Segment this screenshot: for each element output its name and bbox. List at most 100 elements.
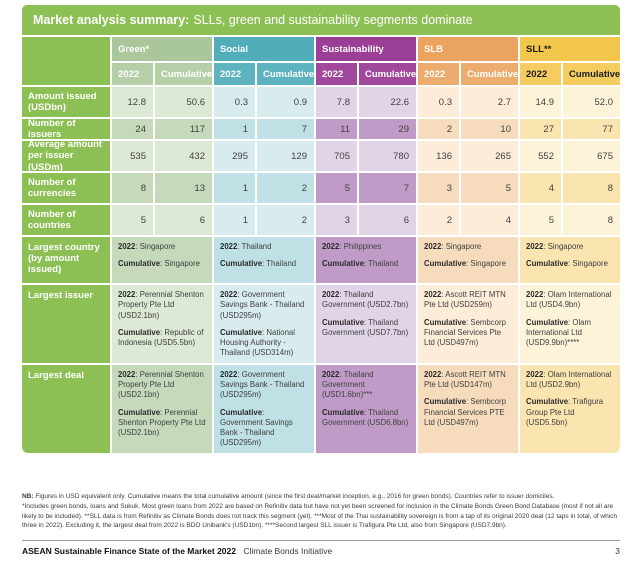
metric-value-cell: 0.3 <box>418 87 459 117</box>
detail-entry-value: Sembcorp Financial Services PTE Ltd (USD… <box>424 397 506 427</box>
column-subheader: Cumulative <box>155 63 212 85</box>
column-subheader: Cumulative <box>257 63 314 85</box>
detail-entry-separator: : <box>339 290 344 299</box>
asterisk-notes: *Includes green bonds, loans and Sukuk. … <box>22 502 618 530</box>
detail-entry-prefix: 2022 <box>220 242 238 251</box>
detail-entry-separator: : <box>262 327 267 337</box>
metric-value-cell: 8 <box>112 173 153 203</box>
column-group-header: SLL** <box>520 37 620 61</box>
detail-entry-value: Trafigura Group Pte Ltd (USD5.5bn) <box>526 397 604 427</box>
detail-cell: 2022: Government Savings Bank - Thailand… <box>214 364 314 453</box>
row-label: Number of countries <box>22 205 110 235</box>
detail-cell: 2022: Ascott REIT MTN Pte Ltd (USD259m) C… <box>418 285 518 363</box>
metric-value-cell: 13 <box>155 173 212 203</box>
detail-entry: 2022: Government Savings Bank - Thailand… <box>220 370 308 401</box>
detail-entry-separator: : <box>543 290 548 299</box>
detail-entry-separator: : <box>466 259 471 269</box>
detail-entry-separator: : <box>466 317 471 327</box>
row-label: Average amount per issuer (USDm) <box>22 139 110 173</box>
detail-entry: 2022: Singapore <box>424 242 512 252</box>
detail-entry: Cumulative: Thailand Government (USD7.7b… <box>322 318 410 339</box>
metric-value-cell: 2 <box>418 205 459 235</box>
metric-value-cell: 675 <box>563 141 620 171</box>
metric-value-cell: 2 <box>257 173 314 203</box>
detail-entry-prefix: 2022 <box>424 369 442 379</box>
detail-entry: Cumulative: Sembcorp Financial Services … <box>424 397 512 428</box>
metric-value-cell: 136 <box>418 141 459 171</box>
detail-entry-value: Sembcorp Financial Services Pte Ltd (USD… <box>424 317 506 348</box>
metric-value-cell: 5 <box>520 205 561 235</box>
metric-value-cell: 4 <box>520 173 561 203</box>
detail-entry: Cumulative: Thailand <box>322 259 410 269</box>
detail-entry-prefix: 2022 <box>424 290 442 299</box>
detail-entry-prefix: 2022 <box>424 242 442 251</box>
detail-entry: 2022: Government Savings Bank - Thailand… <box>220 290 308 321</box>
row-label: Number of issuers <box>22 118 110 140</box>
detail-entry-separator: : <box>568 259 573 269</box>
detail-entry-separator: : <box>441 290 446 299</box>
detail-entry-value: Philippines <box>343 242 382 251</box>
detail-entry-prefix: Cumulative <box>424 317 467 327</box>
row-label: Amount issued (USDbn) <box>22 87 110 117</box>
detail-entry-value: Government Savings Bank - Thailand (USD2… <box>220 417 293 448</box>
detail-entry: 2022: Perennial Shenton Property Pte Ltd… <box>118 290 206 321</box>
detail-entry-value: Singapore <box>139 242 176 251</box>
metric-value-cell: 2 <box>257 205 314 235</box>
detail-entry-separator: : <box>262 259 267 269</box>
footer-page-number: 3 <box>615 546 620 556</box>
row-label: Number of currencies <box>22 173 110 203</box>
metric-value-cell: 3 <box>418 173 459 203</box>
detail-entry-value: Thailand Government (USD6.8bn) <box>322 407 409 427</box>
detail-entry: Cumulative: Government Savings Bank - Th… <box>220 408 308 449</box>
footer-left: ASEAN Sustainable Finance State of the M… <box>22 546 332 556</box>
metric-value-cell: 0.3 <box>214 87 255 117</box>
table-title-bold: Market analysis summary: <box>33 13 190 27</box>
footnotes-block: NB: Figures in USD equivalent only. Cumu… <box>22 492 622 531</box>
detail-entry: Cumulative: Thailand Government (USD6.8b… <box>322 408 410 429</box>
detail-entry-value: Thailand Government (USD1.6bn)*** <box>322 369 374 400</box>
metric-value-cell: 14.9 <box>520 87 561 117</box>
detail-entry: 2022: Singapore <box>118 242 206 252</box>
column-subheader: 2022 <box>316 63 357 85</box>
detail-entry-separator: : <box>364 407 369 417</box>
detail-entry-prefix: 2022 <box>220 369 238 379</box>
footer-publisher: Climate Bonds Initiative <box>243 546 333 556</box>
detail-entry-separator: : <box>466 397 471 407</box>
detail-entry-value: Thailand Government (USD7.7bn) <box>322 317 409 337</box>
detail-cell: 2022: Thailand Government (USD1.6bn)*** C… <box>316 364 416 453</box>
metric-value-cell: 7 <box>359 173 416 203</box>
detail-entry: 2022: Singapore <box>526 242 614 252</box>
metric-value-cell: 10 <box>461 119 518 139</box>
nb-label: NB: <box>22 493 34 500</box>
detail-entry: Cumulative: Thailand <box>220 259 308 269</box>
detail-entry: 2022: Olam International Ltd (USD4.9bn) <box>526 290 614 311</box>
metric-value-cell: 7 <box>257 119 314 139</box>
detail-entry: Cumulative: Singapore <box>526 259 614 269</box>
metric-value-cell: 12.8 <box>112 87 153 117</box>
detail-entry-value: Singapore <box>572 259 608 269</box>
detail-cell: 2022: Olam International Ltd (USD4.9bn) C… <box>520 285 620 363</box>
detail-entry: 2022: Ascott REIT MTN Pte Ltd (USD147m) <box>424 370 512 391</box>
detail-entry-prefix: Cumulative <box>118 259 161 269</box>
metric-value-cell: 6 <box>359 205 416 235</box>
detail-cell: 2022: Government Savings Bank - Thailand… <box>214 285 314 363</box>
detail-cell: 2022: Philippines Cumulative: Thailand <box>316 237 416 283</box>
detail-entry: Cumulative: Republic of Indonesia (USD5.… <box>118 328 206 349</box>
footer-report-title: ASEAN Sustainable Finance State of the M… <box>22 546 236 556</box>
detail-entry-prefix: Cumulative <box>118 327 161 337</box>
column-group-header: Sustainability <box>316 37 416 61</box>
metric-value-cell: 4 <box>461 205 518 235</box>
page-footer: ASEAN Sustainable Finance State of the M… <box>22 540 620 556</box>
detail-entry-separator: : <box>237 369 242 379</box>
detail-entry-prefix: 2022 <box>526 369 544 379</box>
detail-entry-prefix: 2022 <box>526 290 544 299</box>
detail-entry-value: Government Savings Bank - Thailand (USD2… <box>220 369 305 400</box>
detail-entry: Cumulative: Olam International Ltd (USD9… <box>526 318 614 349</box>
detail-entry-prefix: 2022 <box>322 369 340 379</box>
detail-entry-value: Republic of Indonesia (USD5.5bn) <box>118 327 204 348</box>
detail-entry-prefix: 2022 <box>118 242 136 251</box>
detail-entry-separator: : <box>160 259 165 269</box>
detail-entry-prefix: Cumulative <box>526 317 569 327</box>
metric-value-cell: 24 <box>112 119 153 139</box>
detail-cell: 2022: Perennial Shenton Property Pte Ltd… <box>112 364 212 453</box>
